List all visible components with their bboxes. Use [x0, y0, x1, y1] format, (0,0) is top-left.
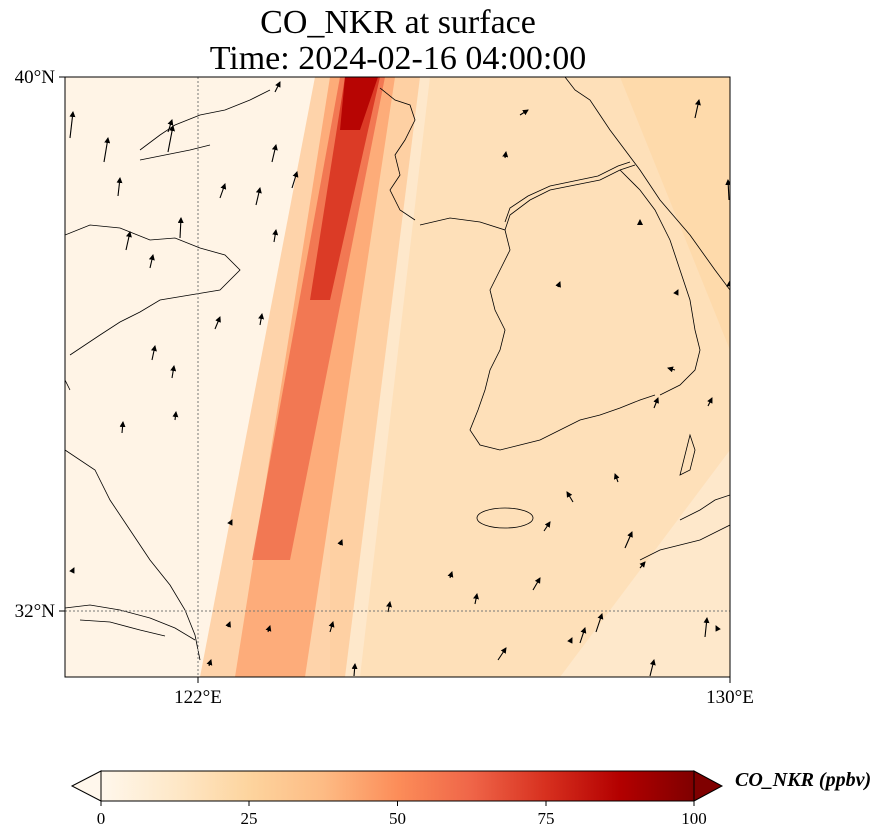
- wind-arrow: [543, 521, 551, 532]
- lon-label-122: 122°E: [174, 687, 222, 708]
- wind-arrow: [148, 254, 155, 269]
- wind-arrow: [532, 577, 541, 591]
- wind-arrow: [673, 289, 679, 296]
- wind-arrow: [272, 229, 279, 243]
- wind-arrow: [255, 187, 262, 206]
- wind-arrow: [214, 316, 221, 330]
- wind-arrow: [351, 663, 358, 677]
- wind-arrow: [624, 531, 633, 549]
- wind-arrow: [258, 313, 265, 326]
- wind-arrow: [639, 561, 646, 569]
- wind-arrow: [219, 183, 227, 199]
- wind-arrow: [167, 125, 176, 153]
- wind-arrow: [177, 217, 184, 239]
- colorbar-tick-100: 100: [681, 809, 707, 828]
- plume-core: [310, 77, 380, 300]
- colorbar-tick-25: 25: [241, 809, 258, 828]
- wind-arrow: [167, 119, 174, 133]
- map-panel: [65, 77, 730, 677]
- lat-label-40: 40°N: [15, 67, 56, 88]
- title-line-1: CO_NKR at surface: [260, 4, 536, 41]
- wind-arrow: [125, 231, 132, 251]
- colorbar-tick-50: 50: [389, 809, 406, 828]
- coastlines: [65, 77, 730, 661]
- wind-arrow: [227, 519, 233, 526]
- colorbar-tick-75: 75: [538, 809, 555, 828]
- wind-arrow: [497, 647, 507, 661]
- wind-arrow: [703, 617, 710, 638]
- lon-label-130: 130°E: [706, 687, 754, 708]
- wind-arrow: [328, 621, 335, 633]
- wind-arrow: [103, 137, 111, 163]
- wind-arrow: [502, 151, 509, 159]
- wind-arrow: [265, 625, 272, 633]
- wind-arrow: [653, 397, 659, 409]
- wind-arrow: [649, 659, 656, 677]
- moderate-field-band: [360, 77, 730, 677]
- wind-arrow: [116, 177, 123, 197]
- plume-peak: [340, 77, 378, 130]
- wind-arrow: [291, 171, 299, 189]
- wind-arrow: [613, 473, 620, 483]
- colorbar: 0 25 50 75 100: [70, 770, 724, 828]
- colorbar-tick-0: 0: [97, 809, 106, 828]
- wind-arrow: [225, 621, 231, 628]
- wind-arrow: [337, 539, 343, 546]
- wind-arrow: [206, 659, 213, 667]
- wind-arrow: [707, 397, 713, 407]
- wind-arrow: [274, 81, 281, 93]
- wind-arrow: [667, 366, 676, 373]
- title-line-2: Time: 2024-02-16 04:00:00: [209, 40, 587, 77]
- wind-arrow: [386, 601, 392, 613]
- wind-arrow: [119, 421, 126, 434]
- wind-arrow: [69, 111, 76, 139]
- colorbar-extend-min: [70, 770, 102, 802]
- wind-arrow: [170, 365, 177, 379]
- wind-arrow: [473, 593, 479, 605]
- wind-arrow: [595, 613, 604, 633]
- wind-arrow: [447, 571, 454, 579]
- wind-arrow: [519, 109, 529, 116]
- colorbar-title: CO_NKR (ppbv): [735, 769, 872, 791]
- wind-arrow: [151, 345, 157, 361]
- colorbar-gradient: [101, 771, 694, 801]
- wind-arrow: [69, 567, 75, 574]
- wind-arrow: [579, 627, 587, 644]
- wind-arrow: [694, 99, 701, 119]
- wind-arrow: [271, 144, 278, 163]
- map-frame: [64, 76, 731, 678]
- wind-arrow: [567, 637, 573, 644]
- wind-arrow: [172, 411, 179, 421]
- wind-arrow: [555, 281, 561, 288]
- wind-vectors: [69, 81, 730, 677]
- moderate-field-northeast: [620, 77, 730, 350]
- lat-label-32: 32°N: [15, 601, 56, 622]
- wind-arrow: [566, 491, 574, 503]
- wind-arrow: [725, 179, 730, 201]
- gridlines: [65, 77, 730, 677]
- colorbar-extend-max: [693, 770, 724, 802]
- wind-arrow: [715, 625, 721, 632]
